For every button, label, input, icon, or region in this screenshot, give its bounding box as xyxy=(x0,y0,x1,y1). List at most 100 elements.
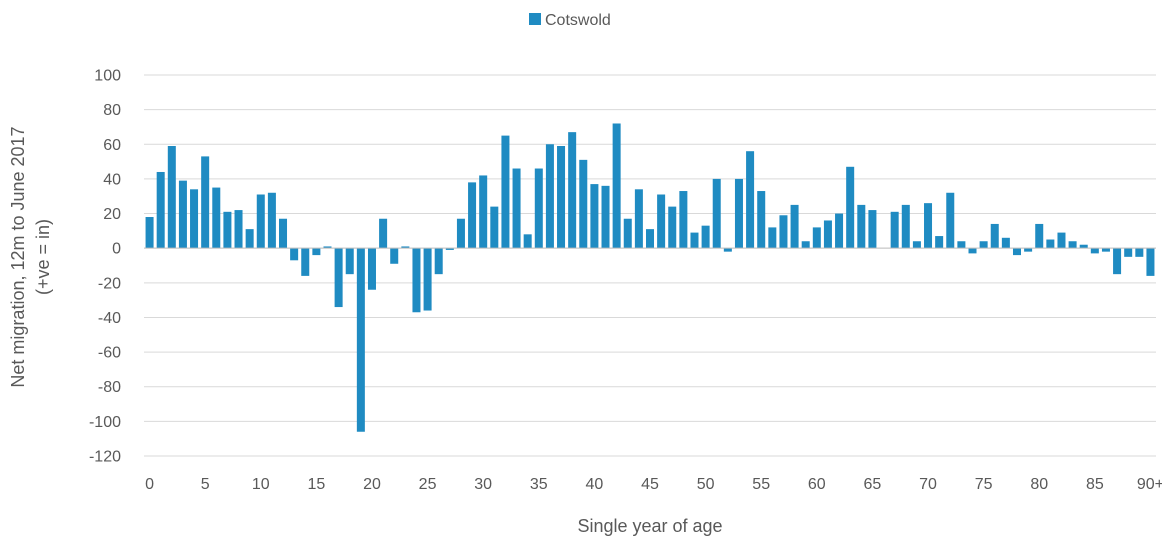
bar-age-81 xyxy=(1046,239,1055,249)
bar-age-38 xyxy=(568,132,577,249)
bar-age-74 xyxy=(968,248,977,254)
bar-age-13 xyxy=(290,248,299,261)
bar-age-16 xyxy=(323,246,332,249)
bar-age-39 xyxy=(579,159,588,249)
bar-age-60 xyxy=(812,227,821,249)
bar-age-82 xyxy=(1057,232,1066,249)
bar-age-47 xyxy=(668,206,677,249)
x-tick-label: 5 xyxy=(201,476,210,493)
bar-age-40 xyxy=(590,184,599,249)
x-tick-label: 10 xyxy=(252,476,270,493)
x-tick-label: 55 xyxy=(752,476,770,493)
bar-age-14 xyxy=(301,248,310,276)
bar-age-8 xyxy=(234,210,243,249)
bar-age-37 xyxy=(557,146,566,249)
bar-age-70 xyxy=(924,203,933,249)
x-tick-label: 50 xyxy=(697,476,715,493)
bar-age-67 xyxy=(890,211,899,249)
x-tick-label: 15 xyxy=(307,476,325,493)
x-tick-label: 85 xyxy=(1086,476,1104,493)
bar-age-28 xyxy=(456,218,465,249)
bar-age-32 xyxy=(501,135,510,249)
bar-age-89 xyxy=(1135,248,1144,257)
bar-age-35 xyxy=(534,168,543,249)
bar-age-25 xyxy=(423,248,432,311)
bar-age-54 xyxy=(746,151,755,249)
bar-age-68 xyxy=(901,204,910,249)
bar-age-69 xyxy=(912,241,921,249)
bar-age-26 xyxy=(434,248,443,275)
bar-age-80 xyxy=(1035,223,1044,249)
bar-age-71 xyxy=(935,236,944,249)
y-tick-label: -60 xyxy=(98,345,121,362)
x-tick-label: 80 xyxy=(1030,476,1048,493)
bar-age-17 xyxy=(334,248,343,308)
bar-age-48 xyxy=(679,191,688,249)
bar-age-65 xyxy=(868,210,877,249)
bar-age-78 xyxy=(1012,248,1021,256)
y-axis-title: Net migration, 12m to June 2017 (+ve = i… xyxy=(8,126,53,387)
y-tick-label: 100 xyxy=(94,68,121,85)
gridlines xyxy=(144,74,1156,457)
bar-age-84 xyxy=(1079,244,1088,249)
bar-age-27 xyxy=(445,248,454,250)
bar-age-58 xyxy=(790,204,799,249)
bar-age-30 xyxy=(479,175,488,249)
y-tick-label: 0 xyxy=(112,241,121,258)
bar-age-61 xyxy=(823,220,832,249)
bar-age-49 xyxy=(690,232,699,249)
bar-age-11 xyxy=(267,192,276,249)
bar-age-20 xyxy=(367,248,376,290)
bar-age-33 xyxy=(512,168,521,249)
y-tick-label: -120 xyxy=(89,449,121,466)
bar-age-73 xyxy=(957,241,966,249)
x-tick-label: 70 xyxy=(919,476,937,493)
bar-age-86 xyxy=(1101,248,1110,252)
bar-age-52 xyxy=(723,248,732,252)
bar-age-44 xyxy=(634,189,643,249)
y-tick-label: 80 xyxy=(103,102,121,119)
bar-age-63 xyxy=(846,166,855,249)
bar-age-88 xyxy=(1124,248,1133,257)
bar-age-1 xyxy=(156,171,165,249)
x-tick-label: 75 xyxy=(975,476,993,493)
legend-label-cotswold: Cotswold xyxy=(545,12,611,29)
bar-age-72 xyxy=(946,192,955,249)
bar-age-21 xyxy=(379,218,388,249)
bar-age-85 xyxy=(1090,248,1099,254)
legend: Cotswold xyxy=(529,12,611,29)
bar-age-6 xyxy=(212,187,221,249)
bar-age-9 xyxy=(245,229,254,249)
bar-age-18 xyxy=(345,248,354,275)
bar-age-42 xyxy=(612,123,621,249)
y-tick-label: -80 xyxy=(98,379,121,396)
x-tick-label: 0 xyxy=(145,476,154,493)
bar-age-22 xyxy=(390,248,399,264)
bar-age-90plus xyxy=(1146,248,1155,276)
bar-age-79 xyxy=(1024,248,1033,252)
bar-age-4 xyxy=(190,189,199,249)
bar-age-23 xyxy=(401,246,410,249)
bar-age-45 xyxy=(646,229,655,249)
bar-age-53 xyxy=(734,178,743,249)
bar-age-29 xyxy=(468,182,477,249)
bar-age-12 xyxy=(279,218,288,249)
bars xyxy=(145,123,1155,432)
bar-age-75 xyxy=(979,241,988,249)
bar-age-76 xyxy=(990,223,999,249)
bar-age-7 xyxy=(223,211,232,249)
x-tick-label: 40 xyxy=(586,476,604,493)
x-tick-label: 30 xyxy=(474,476,492,493)
bar-age-31 xyxy=(490,206,499,249)
bar-age-2 xyxy=(167,146,176,249)
bar-age-15 xyxy=(312,248,321,256)
x-tick-label: 90+ xyxy=(1137,476,1162,493)
y-axis-title-line-2: (+ve = in) xyxy=(33,219,53,295)
bar-age-24 xyxy=(412,248,421,313)
bar-age-46 xyxy=(657,194,666,249)
x-axis-ticks: 0 5 10 15 20 25 30 35 40 45 50 55 60 65 70 75 80 85 90+ xyxy=(145,476,1162,493)
y-tick-label: 40 xyxy=(103,171,121,188)
bar-age-10 xyxy=(256,194,265,249)
